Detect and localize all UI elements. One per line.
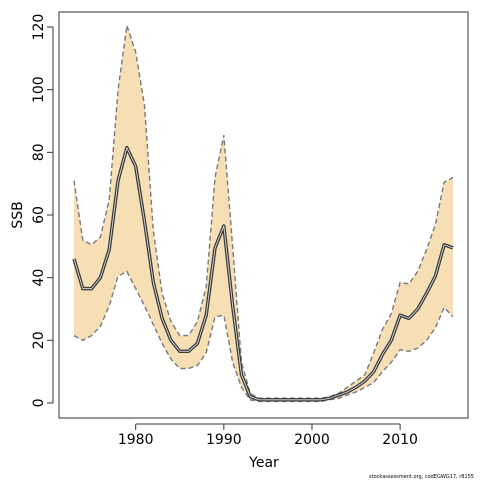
confidence-band-layer	[73, 25, 454, 402]
x-axis-label: Year	[248, 455, 279, 471]
x-tick-label: 2010	[382, 432, 418, 448]
plot-frame	[58, 11, 469, 419]
x-tick-label: 1990	[206, 432, 242, 448]
lower-bound-line	[73, 270, 454, 403]
y-tick-label: 40	[31, 269, 47, 287]
y-tick-label: 120	[31, 14, 47, 41]
y-tick-label: 20	[31, 331, 47, 349]
y-tick-label: 80	[31, 143, 47, 161]
ssb-estimate-line-highlight	[73, 147, 454, 401]
line-layer	[72, 25, 454, 403]
y-tick-label: 100	[31, 76, 47, 103]
y-tick-label: 60	[31, 206, 47, 224]
y-tick-label: 0	[31, 398, 47, 407]
footnote: stockassessment.org, codEGWG17, r8155	[369, 474, 474, 480]
x-tick-label: 1980	[118, 432, 154, 448]
x-axis: 1980 1990 2000 2010	[118, 423, 418, 448]
confidence-band	[73, 25, 454, 402]
upper-bound-line	[73, 25, 454, 399]
y-axis: 0 20 40 60 80 100 120	[31, 14, 54, 407]
x-tick-label: 2000	[294, 432, 330, 448]
y-axis-label: SSB	[10, 201, 26, 228]
